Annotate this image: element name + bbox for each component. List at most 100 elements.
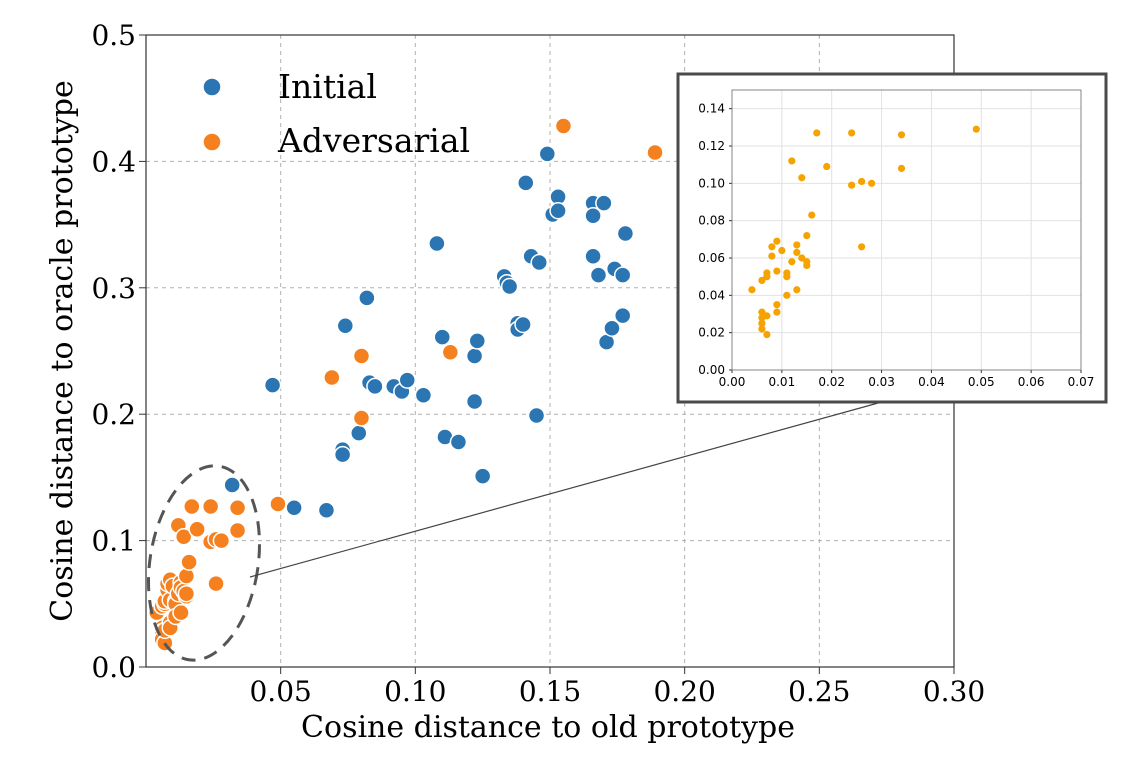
inset-grid: [729, 90, 1082, 373]
inset-point-series: [773, 267, 781, 275]
inset-point-series: [858, 177, 866, 186]
main-point-adversarial: [228, 498, 247, 517]
inset-x-tick-label: 0.03: [868, 375, 895, 389]
main-point-initial: [350, 424, 368, 442]
inset-point-series: [778, 246, 786, 255]
main-y-tick-label: 0.4: [91, 145, 136, 178]
inset-plot-frame: [731, 89, 1082, 371]
inset-point-series: [793, 248, 801, 256]
main-point-initial: [317, 501, 336, 520]
inset-point-series: [897, 164, 906, 172]
main-x-tick-label: 0.30: [923, 675, 985, 708]
main-point-adversarial: [174, 528, 193, 546]
main-point-adversarial: [212, 531, 231, 550]
main-point-initial: [584, 207, 602, 225]
inset-point-series: [768, 252, 776, 260]
main-point-adversarial: [554, 117, 573, 135]
main-point-initial: [549, 201, 567, 220]
inset-point-series: [803, 258, 811, 266]
main-point-adversarial: [228, 521, 247, 540]
inset-point-series: [858, 243, 866, 251]
inset-x-tick-label: 0.07: [1068, 375, 1095, 389]
main-point-initial: [465, 347, 484, 365]
inset-point-series: [808, 211, 816, 219]
main-point-initial: [616, 224, 635, 243]
inset-panel: 0.00 0.01 0.02 0.03 0.04 0.05 0.06 0.07 0.000.0…: [676, 72, 1108, 404]
inset-point-series: [768, 243, 776, 251]
inset-x-tick-label: 0.02: [818, 375, 845, 389]
inset-point-series: [773, 237, 781, 245]
main-point-initial: [595, 194, 613, 212]
inset-point-series: [868, 179, 876, 187]
main-point-initial: [285, 498, 303, 517]
inset-point-series: [798, 174, 806, 182]
main-point-initial: [465, 392, 484, 411]
inset-point-series: [763, 269, 771, 277]
main-point-initial: [613, 266, 632, 284]
inset-point-series: [773, 308, 781, 316]
inset-point-series: [773, 301, 781, 309]
main-point-adversarial: [207, 574, 225, 593]
inset-point-series: [788, 157, 796, 165]
inset-y-tick-label: 0.08: [698, 214, 725, 228]
main-point-initial: [449, 433, 468, 451]
main-point-initial: [473, 467, 492, 485]
inset-x-tick-labels: 0.00 0.01 0.02 0.03 0.04 0.05 0.06 0.07: [719, 375, 1095, 389]
main-x-tick-label: 0.10: [384, 675, 446, 708]
main-y-tick-label: 0.5: [91, 19, 136, 52]
inset-point-series: [783, 291, 791, 299]
main-point-initial: [358, 289, 376, 307]
inset-point-series: [783, 273, 791, 281]
main-point-adversarial: [201, 497, 220, 516]
main-y-tick-label: 0.2: [91, 398, 136, 431]
main-point-initial: [527, 406, 546, 425]
zoom-connector-line: [249, 399, 890, 578]
inset-point-series: [763, 312, 771, 320]
inset-point-series: [758, 308, 766, 316]
zoom-region-ellipse: [147, 464, 261, 662]
main-x-tick-label: 0.05: [249, 675, 311, 708]
inset-point-series: [813, 129, 821, 137]
main-y-tick-labels: 0.0 0.1 0.2 0.3 0.4 0.5: [91, 19, 136, 684]
main-point-initial: [428, 234, 446, 253]
main-point-initial: [589, 266, 608, 284]
inset-y-tick-label: 0.06: [698, 251, 725, 265]
main-point-initial: [603, 319, 621, 337]
main-point-adversarial: [180, 553, 198, 571]
main-point-adversarial: [177, 584, 196, 603]
main-point-initial: [333, 445, 352, 464]
main-point-initial: [530, 253, 548, 272]
main-y-tick-label: 0.1: [91, 525, 136, 558]
legend-label-initial: Initial: [278, 67, 377, 106]
inset-points: [748, 125, 980, 339]
inset-y-tick-label: 0.02: [698, 326, 725, 340]
main-point-initial: [538, 145, 557, 163]
inset-point-series: [897, 131, 906, 139]
inset-point-series: [758, 276, 766, 284]
inset-point-series: [848, 129, 856, 137]
main-point-adversarial: [441, 343, 460, 362]
inset-x-tick-label: 0.05: [968, 375, 995, 389]
inset-y-tick-label: 0.04: [698, 288, 725, 302]
main-point-initial: [514, 315, 532, 334]
main-point-initial: [263, 376, 282, 394]
main-x-tick-label: 0.20: [653, 675, 715, 708]
inset-y-tick-label: 0.12: [698, 139, 725, 153]
inset-point-series: [803, 232, 811, 240]
main-point-initial: [433, 328, 452, 346]
legend-marker-initial: [202, 77, 222, 97]
legend-label-adversarial: Adversarial: [277, 121, 470, 160]
main-point-adversarial: [352, 347, 371, 365]
inset-point-series: [758, 319, 766, 327]
inset-point-series: [798, 254, 806, 262]
main-x-tick-label: 0.25: [788, 675, 850, 708]
x-axis-title: Cosine distance to old prototype: [301, 710, 795, 745]
main-point-initial: [398, 371, 417, 389]
main-point-adversarial: [183, 497, 201, 516]
main-point-initial: [336, 316, 355, 335]
main-point-initial: [517, 174, 535, 192]
main-point-initial: [414, 386, 433, 404]
inset-point-series: [788, 258, 796, 266]
main-point-adversarial: [188, 520, 206, 538]
